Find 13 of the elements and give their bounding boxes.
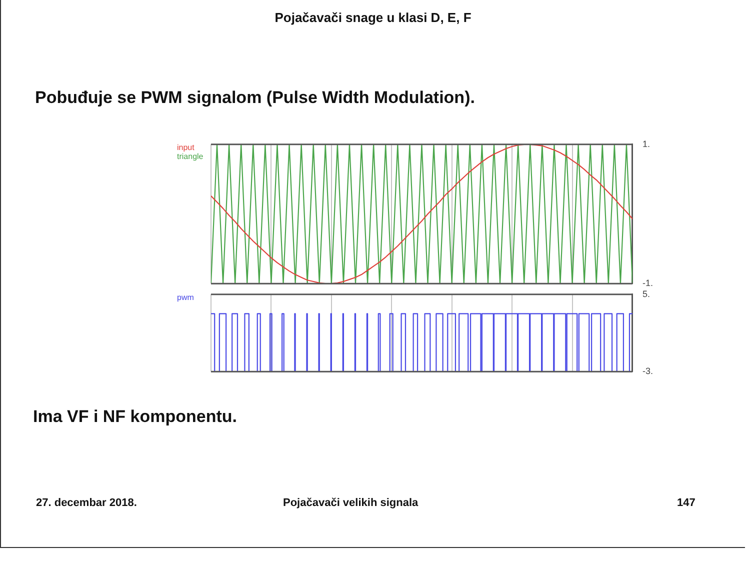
text: 27. decembar 2018. <box>36 497 137 509</box>
text: pwm <box>177 293 194 302</box>
y-tick-label: -3. <box>642 366 654 376</box>
series-label: triangle <box>177 152 204 161</box>
chart-title: Pojačavači snage u klasi D, E, F <box>274 10 472 25</box>
chart-subtitle: Pobuđuje se PWM signalom (Pulse Width Modulation). <box>35 88 475 108</box>
y-tick-label: 1. <box>642 138 650 149</box>
y-tick-label: 5. <box>642 288 650 299</box>
text: input <box>177 143 196 152</box>
y-tick-label: -1. <box>642 278 654 288</box>
text: Pojačavači velikih signala <box>283 497 418 509</box>
text: 147 <box>677 497 696 509</box>
text: Ima VF i NF komponentu. <box>33 407 238 427</box>
